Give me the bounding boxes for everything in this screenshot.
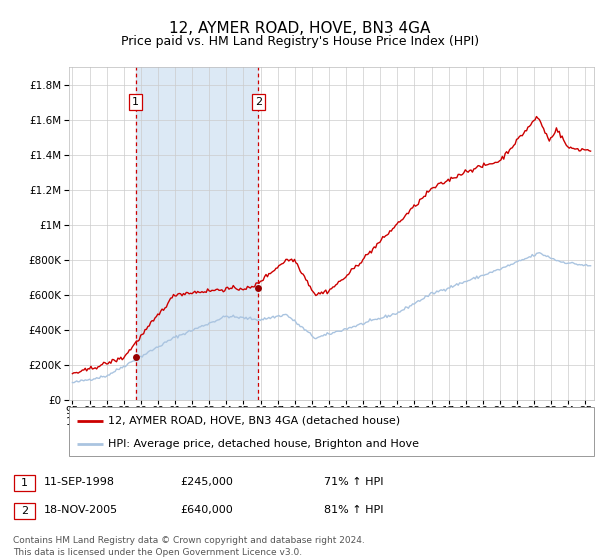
FancyBboxPatch shape — [14, 503, 35, 519]
Text: 2: 2 — [21, 506, 28, 516]
Text: 1: 1 — [21, 478, 28, 488]
Text: 71% ↑ HPI: 71% ↑ HPI — [324, 477, 383, 487]
Text: 81% ↑ HPI: 81% ↑ HPI — [324, 505, 383, 515]
Text: 1: 1 — [132, 97, 139, 108]
FancyBboxPatch shape — [14, 475, 35, 491]
Text: £245,000: £245,000 — [180, 477, 233, 487]
Text: Price paid vs. HM Land Registry's House Price Index (HPI): Price paid vs. HM Land Registry's House … — [121, 35, 479, 48]
Text: Contains HM Land Registry data © Crown copyright and database right 2024.
This d: Contains HM Land Registry data © Crown c… — [13, 536, 365, 557]
Text: HPI: Average price, detached house, Brighton and Hove: HPI: Average price, detached house, Brig… — [109, 439, 419, 449]
Text: 12, AYMER ROAD, HOVE, BN3 4GA: 12, AYMER ROAD, HOVE, BN3 4GA — [169, 21, 431, 36]
FancyBboxPatch shape — [69, 407, 594, 456]
Bar — [136, 67, 259, 400]
Text: £640,000: £640,000 — [180, 505, 233, 515]
Text: 11-SEP-1998: 11-SEP-1998 — [44, 477, 115, 487]
Text: 18-NOV-2005: 18-NOV-2005 — [44, 505, 118, 515]
Text: 12, AYMER ROAD, HOVE, BN3 4GA (detached house): 12, AYMER ROAD, HOVE, BN3 4GA (detached … — [109, 416, 401, 426]
Text: 2: 2 — [255, 97, 262, 108]
